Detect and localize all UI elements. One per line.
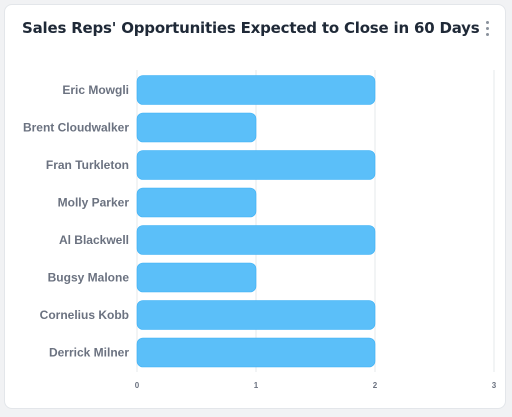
category-label: Cornelius Kobb bbox=[40, 308, 129, 322]
bar[interactable] bbox=[136, 75, 376, 105]
vertical-ellipsis-icon-dot bbox=[485, 32, 489, 36]
bar[interactable] bbox=[136, 112, 257, 143]
chart-x-tick-labels: 0 1 2 3 bbox=[135, 381, 497, 390]
bar[interactable] bbox=[136, 337, 376, 368]
more-options-button[interactable] bbox=[479, 17, 495, 39]
x-tick-label: 0 bbox=[135, 381, 140, 390]
category-label: Eric Mowgli bbox=[62, 83, 129, 97]
category-label: Bugsy Malone bbox=[48, 271, 130, 285]
chart-category-labels: Eric Mowgli Brent Cloudwalker Fran Turklet… bbox=[23, 83, 129, 360]
x-tick-label: 2 bbox=[373, 381, 378, 390]
bar[interactable] bbox=[136, 187, 257, 218]
chart-bars bbox=[136, 75, 376, 368]
bar[interactable] bbox=[136, 150, 376, 180]
bar[interactable] bbox=[136, 262, 257, 293]
vertical-ellipsis-icon-dot bbox=[485, 26, 489, 30]
category-label: Molly Parker bbox=[58, 196, 130, 210]
x-tick-label: 1 bbox=[254, 381, 259, 390]
category-label: Al Blackwell bbox=[59, 233, 129, 247]
category-label: Derrick Milner bbox=[49, 346, 129, 360]
category-label: Brent Cloudwalker bbox=[23, 121, 129, 135]
category-label: Fran Turkleton bbox=[46, 158, 129, 172]
card-title: Sales Reps' Opportunities Expected to Cl… bbox=[22, 19, 480, 37]
bar[interactable] bbox=[136, 225, 376, 255]
vertical-ellipsis-icon bbox=[485, 20, 489, 24]
x-tick-label: 3 bbox=[492, 381, 497, 390]
bar[interactable] bbox=[136, 300, 376, 330]
